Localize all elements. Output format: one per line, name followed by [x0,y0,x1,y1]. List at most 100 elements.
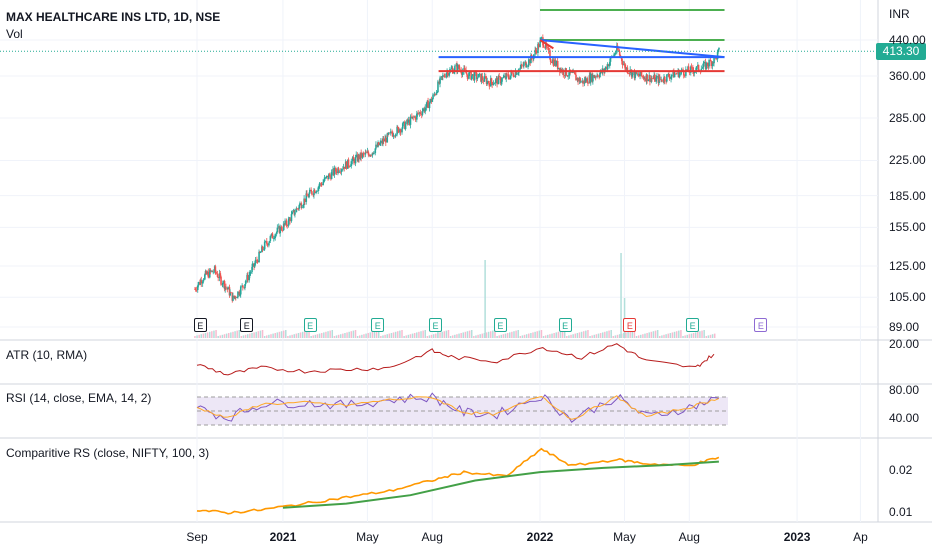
candle-body [200,280,203,284]
candle-body [685,69,687,76]
volume-bar [447,330,450,338]
time-tick-label: Sep [186,530,208,544]
rsi-signal-line [196,395,720,420]
volume-bar [688,334,691,338]
candle-body [412,116,415,118]
candle-body [316,191,318,192]
price-tick-label: 285.00 [889,110,926,125]
volume-bar [454,334,456,338]
candle-body [195,289,198,291]
candle-body [263,241,266,250]
candle-body [229,292,231,296]
candle-body [343,166,346,169]
candle-body [577,77,579,82]
earnings-marker: E [193,318,207,332]
volume-bar [255,331,257,338]
candle-body [358,154,360,160]
volume-bar [576,333,579,338]
volume-bar [380,336,382,338]
volume-bar [251,333,253,338]
candle-body [328,174,330,180]
candle-body [609,56,612,62]
volume-bar [386,334,388,338]
candle-body [274,234,277,239]
candle-body [311,191,313,195]
candle-body [534,49,536,55]
volume-bar [244,334,247,338]
volume-bar [659,336,661,338]
volume-bar [399,330,401,338]
candle-body [663,76,666,81]
candle-body [620,56,623,62]
candle-body [574,73,577,75]
candle-body [392,135,395,137]
candle-body [397,126,399,128]
candle-body [573,71,576,74]
volume-bar [289,335,291,338]
crs-title[interactable]: Comparitive RS (close, NIFTY, 100, 3) [6,446,210,460]
candle-body [530,55,532,64]
volume-bar [225,333,228,338]
candle-body [652,78,655,80]
volume-bar [424,330,426,338]
candle-body [220,276,222,285]
volume-bar [314,334,317,338]
candle-body [539,40,541,48]
candle-body [442,75,444,77]
candle-body [490,78,493,82]
candle-body [443,75,446,77]
candle-body [656,76,658,78]
volume-bar [597,333,600,338]
volume-bar [574,333,577,338]
candle-body [225,286,227,289]
volume-bar [705,336,708,338]
volume-bar [534,331,536,338]
candle-body [618,51,621,56]
candle-body [459,68,461,70]
candle-body [650,78,653,82]
candle-body [232,295,234,301]
candle-body [285,220,288,226]
volume-bar [519,336,522,338]
volume-bar [684,335,686,338]
volume-bar [371,331,374,338]
candle-body [718,47,720,50]
candle-body [549,50,551,60]
candle-body [545,43,548,48]
rsi-title[interactable]: RSI (14, close, EMA, 14, 2) [6,391,152,405]
volume-bar [405,335,407,338]
candle-body [708,59,710,67]
candle-body [372,152,374,154]
atr-title[interactable]: ATR (10, RMA) [6,348,88,362]
volume-bar [667,333,669,338]
candle-body [509,75,512,80]
price-tick-label: 440.00 [889,33,926,47]
candle-body [325,175,328,178]
volume-bar [540,330,543,338]
volume-label[interactable]: Vol [6,27,23,41]
volume-bar [200,334,203,338]
volume-bar [466,331,469,338]
candle-body [582,80,584,84]
volume-bar [356,336,359,338]
candle-body [223,281,226,290]
candle-body [540,37,543,39]
volume-bar [352,330,355,338]
volume-bar [481,333,484,338]
volume-bar [692,333,695,338]
volume-bar [511,331,513,338]
volume-bar [566,336,568,338]
candle-body [389,131,392,133]
volume-bar [585,330,587,338]
symbol-title[interactable]: MAX HEALTHCARE INS LTD, 1D, NSE [6,10,221,24]
candle-body [211,270,214,272]
candle-body [586,78,589,83]
candle-body [422,108,424,112]
volume-bar [394,331,397,338]
candle-body [466,73,468,75]
candle-body [217,276,220,279]
candle-body [330,172,333,180]
candle-body [212,271,215,273]
